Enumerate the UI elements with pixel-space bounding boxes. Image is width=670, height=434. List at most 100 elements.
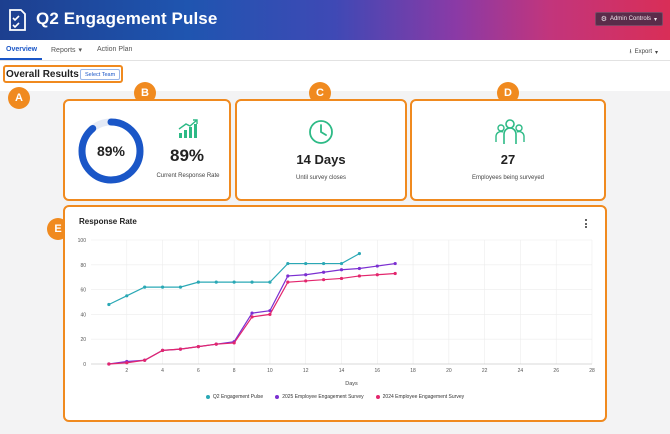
caret-down-icon: ▾ — [78, 47, 83, 54]
x-tick-label: 18 — [410, 368, 416, 374]
x-tick-label: 26 — [553, 368, 559, 374]
data-point — [268, 309, 272, 313]
select-team-button[interactable]: Select Team — [80, 69, 121, 80]
legend-dot — [375, 395, 380, 399]
download-icon: ⭳ — [629, 49, 632, 55]
data-point — [357, 266, 361, 271]
x-tick-label: 6 — [197, 368, 200, 374]
more-options-icon[interactable] — [585, 219, 589, 230]
days-remaining-card: 14 Days Until survey closes — [235, 99, 407, 201]
data-point — [304, 279, 308, 283]
data-point — [107, 362, 111, 366]
data-point — [125, 294, 129, 298]
data-point — [196, 345, 200, 349]
tab-label: Action Plan — [97, 46, 133, 53]
data-point — [143, 358, 147, 362]
page-title: Overall Results — [6, 69, 79, 80]
data-point — [268, 312, 272, 316]
data-point — [250, 311, 254, 315]
tab-label: Reports — [51, 46, 76, 54]
x-tick-label: 28 — [589, 368, 595, 374]
tab-overview[interactable]: Overview — [6, 46, 37, 53]
data-point — [357, 274, 361, 278]
y-tick-label: 60 — [80, 288, 86, 294]
export-button[interactable]: ⭳ Export ▾ — [630, 47, 658, 57]
admin-controls-button[interactable]: ⚙ Admin Controls ▾ — [594, 12, 663, 26]
data-point — [250, 315, 254, 319]
tab-label: Overview — [6, 46, 38, 53]
data-point — [232, 280, 236, 284]
annotation-badge-c: C — [309, 82, 331, 104]
people-group-icon — [495, 119, 525, 144]
clock-icon — [309, 120, 333, 144]
x-tick-label: 16 — [375, 368, 381, 374]
data-point — [286, 274, 290, 278]
legend-item[interactable]: 2025 Employee Engagement Survey — [275, 394, 364, 400]
app-header: Q2 Engagement Pulse ⚙ Admin Controls ▾ — [0, 0, 670, 40]
data-point — [214, 342, 218, 346]
admin-controls-label: Admin Controls — [609, 16, 651, 22]
y-tick-label: 80 — [80, 263, 86, 269]
data-point — [125, 361, 129, 365]
data-point — [286, 280, 290, 284]
chart-title: Response Rate — [79, 217, 137, 226]
employees-card: 27 Employees being surveyed — [410, 99, 606, 201]
data-point — [250, 280, 254, 284]
data-point — [375, 273, 379, 277]
data-point — [322, 261, 326, 266]
data-point — [196, 280, 200, 284]
x-tick-label: 8 — [233, 368, 236, 374]
app-title: Q2 Engagement Pulse — [36, 9, 218, 28]
y-tick-label: 100 — [78, 238, 87, 244]
y-tick-label: 40 — [80, 312, 86, 318]
tab-reports[interactable]: Reports ▾ — [51, 46, 83, 55]
data-point — [393, 271, 397, 276]
data-point — [339, 268, 344, 272]
tab-action-plan[interactable]: Action Plan — [97, 46, 132, 53]
response-gauge: 89% — [78, 118, 144, 184]
x-tick-label: 10 — [267, 368, 273, 374]
x-tick-label: 2 — [125, 368, 128, 374]
legend-dot — [205, 395, 210, 399]
caret-down-icon: ▾ — [653, 16, 657, 23]
data-point — [160, 348, 165, 352]
data-point — [357, 252, 361, 256]
employees-label: Employees being surveyed — [471, 175, 545, 181]
data-point — [214, 280, 218, 284]
x-tick-label: 12 — [303, 368, 309, 374]
data-point — [339, 276, 344, 281]
x-tick-label: 20 — [446, 368, 452, 374]
employees-value: 27 — [500, 152, 516, 167]
legend-item[interactable]: Q2 Engagement Pulse — [205, 394, 264, 400]
gauge-value: 89% — [97, 143, 126, 159]
days-remaining-label: Until survey closes — [295, 175, 346, 181]
gear-icon: ⚙ — [600, 16, 607, 23]
survey-logo-icon — [9, 9, 26, 31]
data-point — [178, 347, 183, 351]
nav-bar: Overview Reports ▾ Action Plan ⭳ Export … — [0, 40, 670, 61]
legend-label: 2025 Employee Engagement Survey — [282, 394, 364, 400]
legend-label: 2024 Employee Engagement Survey — [382, 394, 465, 400]
annotation-badge-d: D — [497, 82, 519, 104]
y-tick-label: 0 — [83, 362, 86, 368]
data-point — [143, 285, 147, 289]
annotation-box-a — [3, 65, 123, 83]
response-rate-chart-card: Response Rate 0 20 40 60 80 100 2 4 6 8 10 12 14 16 18… — [63, 205, 607, 422]
annotation-badge-a: A — [8, 87, 30, 109]
data-point — [393, 261, 397, 266]
x-tick-label: 22 — [482, 368, 488, 374]
legend-label: Q2 Engagement Pulse — [212, 394, 264, 400]
legend-item[interactable]: 2024 Employee Engagement Survey — [375, 394, 465, 400]
data-point — [178, 285, 183, 289]
growth-chart-icon — [178, 119, 198, 138]
data-point — [232, 341, 236, 345]
annotation-badge-b: B — [134, 82, 156, 104]
data-point — [375, 264, 379, 268]
x-axis-label: Days — [345, 381, 358, 387]
response-rate-value: 89% — [169, 146, 205, 165]
data-point — [339, 261, 344, 266]
x-tick-label: 14 — [339, 368, 345, 374]
data-point — [107, 302, 111, 307]
data-point — [304, 273, 308, 277]
